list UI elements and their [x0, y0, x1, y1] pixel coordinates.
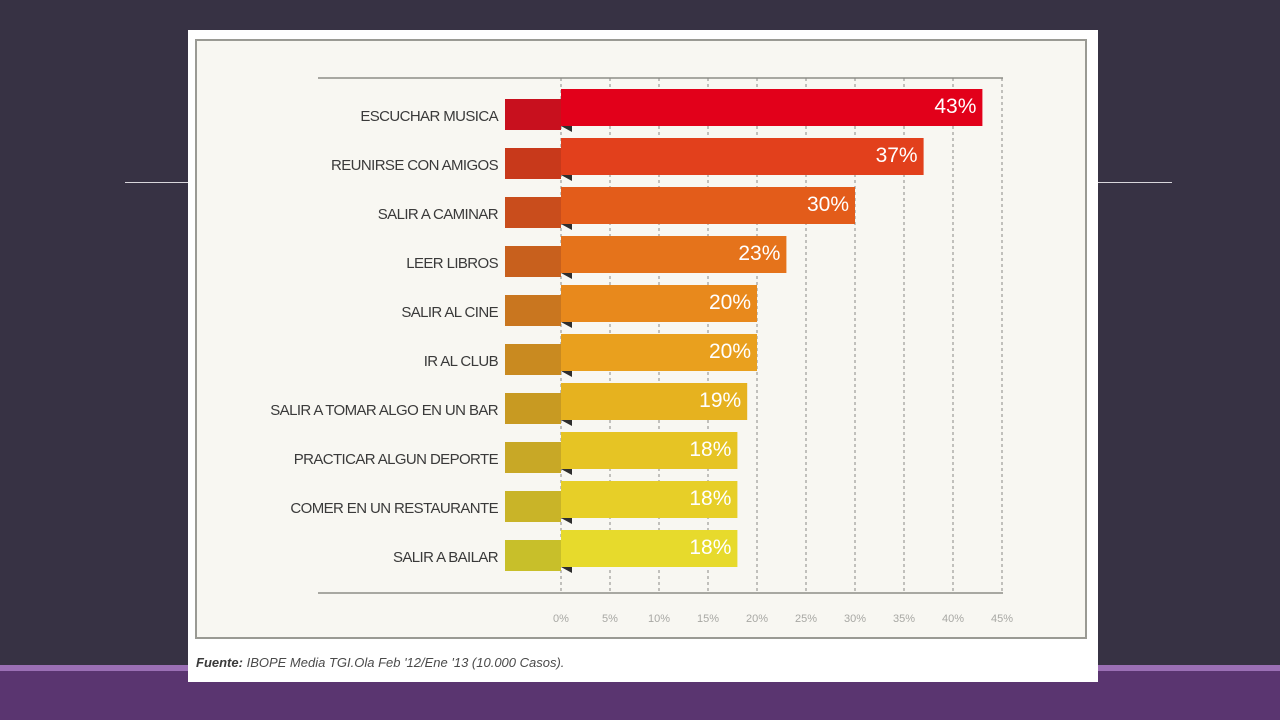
x-tick-label: 30%: [844, 613, 866, 625]
bar: [561, 285, 757, 322]
bar-fold: [561, 518, 572, 524]
data-label: 20%: [709, 340, 751, 363]
data-label: 30%: [807, 193, 849, 216]
x-tick-label: 0%: [553, 613, 569, 625]
bar-fold: [561, 567, 572, 573]
bar: [561, 236, 787, 273]
bar: [561, 334, 757, 371]
bar-tab: [505, 295, 561, 326]
bar: [561, 432, 738, 469]
bar-fold: [561, 371, 572, 377]
bar: [561, 89, 983, 126]
category-label: SALIR A BAILAR: [393, 549, 499, 566]
source-text: IBOPE Media TGI.Ola Feb '12/Ene '13 (10.…: [246, 655, 565, 670]
data-label: 19%: [699, 389, 741, 412]
category-label: COMER EN UN RESTAURANTE: [290, 500, 498, 517]
bar-fold: [561, 322, 572, 328]
bar: [561, 138, 924, 175]
bar-tab: [505, 491, 561, 522]
category-label: ESCUCHAR MUSICA: [360, 108, 498, 125]
slide-content: 0% 5% 10% 15% 20% 25% 30% 35% 40% 45% ESCUCHAR MUS…: [188, 30, 1098, 682]
category-label: PRACTICAR ALGUN DEPORTE: [294, 451, 499, 468]
x-tick-label: 25%: [795, 613, 817, 625]
bar-tab: [505, 344, 561, 375]
category-label: SALIR A TOMAR ALGO EN UN BAR: [270, 402, 498, 419]
x-tick-label: 5%: [602, 613, 618, 625]
source-label: Fuente:: [196, 655, 243, 670]
x-tick-label: 35%: [893, 613, 915, 625]
bar: [561, 383, 748, 420]
data-label: 18%: [689, 536, 731, 559]
bar-tab: [505, 148, 561, 179]
category-label: LEER LIBROS: [406, 255, 498, 272]
category-label: REUNIRSE CON AMIGOS: [331, 157, 499, 174]
x-tick-label: 20%: [746, 613, 768, 625]
bar: [561, 481, 738, 518]
category-label: SALIR AL CINE: [401, 304, 498, 321]
bar-fold: [561, 175, 572, 181]
bar: [561, 530, 738, 567]
data-label: 23%: [738, 242, 780, 265]
bar-tab: [505, 197, 561, 228]
bar-tab: [505, 540, 561, 571]
x-tick-label: 45%: [991, 613, 1013, 625]
x-tick-label: 10%: [648, 613, 670, 625]
bar-tab: [505, 99, 561, 130]
category-label: IR AL CLUB: [424, 353, 499, 370]
data-label: 20%: [709, 291, 751, 314]
data-label: 43%: [934, 95, 976, 118]
x-tick-label: 15%: [697, 613, 719, 625]
bar-fold: [561, 420, 572, 426]
data-label: 18%: [689, 438, 731, 461]
bar-tab: [505, 442, 561, 473]
decorative-line-left: [125, 182, 188, 183]
x-tick-label: 40%: [942, 613, 964, 625]
data-label: 37%: [876, 144, 918, 167]
data-label: 18%: [689, 487, 731, 510]
bar-chart: 0% 5% 10% 15% 20% 25% 30% 35% 40% 45% ESCUCHAR MUS…: [270, 77, 1013, 625]
bar-tab: [505, 393, 561, 424]
bar-fold: [561, 273, 572, 279]
bar-tab: [505, 246, 561, 277]
bar: [561, 187, 855, 224]
bar-fold: [561, 469, 572, 475]
category-label: SALIR A CAMINAR: [378, 206, 499, 223]
decorative-line-right: [1098, 182, 1172, 183]
bar-fold: [561, 126, 572, 132]
source-note: Fuente: IBOPE Media TGI.Ola Feb '12/Ene …: [196, 655, 564, 670]
bar-fold: [561, 224, 572, 230]
